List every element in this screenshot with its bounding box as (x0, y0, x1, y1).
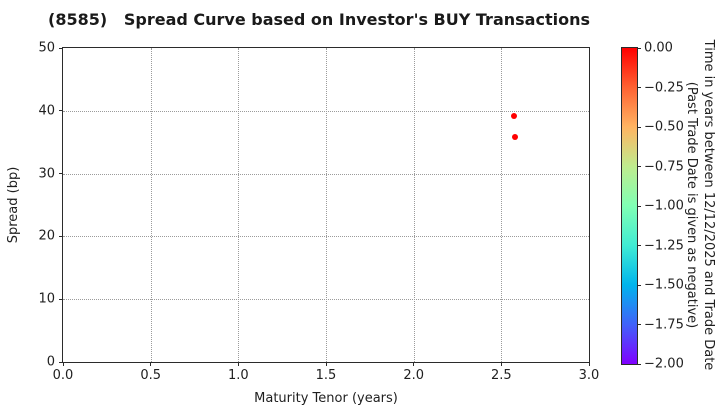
x-tick-mark (62, 362, 64, 366)
colorbar-tick-mark (637, 324, 641, 325)
colorbar-label-line1: Time in years between 12/12/2025 and Tra… (701, 39, 716, 371)
colorbar-tick-label: −0.25 (644, 80, 684, 95)
x-tick-mark (325, 362, 327, 366)
x-gridline (501, 48, 503, 362)
colorbar-tick-mark (637, 284, 641, 286)
colorbar-tick-label: −0.75 (644, 159, 684, 174)
y-gridline (63, 110, 589, 112)
colorbar-tick-label: −2.00 (644, 356, 684, 372)
y-tick-mark (59, 361, 63, 363)
x-tick-mark (150, 362, 152, 366)
x-tick-label: 2.0 (403, 368, 424, 383)
x-tick-label: 1.5 (315, 368, 337, 383)
y-gridline (63, 173, 589, 175)
colorbar-tick-mark (637, 205, 641, 207)
colorbar-tick-label: −0.50 (644, 119, 684, 135)
y-tick-label: 10 (38, 291, 55, 307)
x-tick-label: 1.0 (227, 368, 249, 383)
y-tick-label: 0 (46, 354, 55, 370)
plot-area: 0.0 0.5 1.0 1.5 2.0 2.5 3.0 0 10 20 30 40 50 (38, 41, 599, 384)
y-tick-label: 50 (38, 40, 55, 56)
y-tick-mark (59, 235, 63, 237)
x-gridline (326, 48, 327, 362)
colorbar-tick-mark (637, 126, 641, 128)
y-gridline (63, 299, 589, 301)
colorbar-tick-mark (637, 166, 641, 167)
x-tick-label: 3.0 (578, 368, 600, 383)
colorbar: 0.00 −0.25 −0.50 −0.75 −1.00 −1.25 −1.50 −1.75 −… (621, 41, 684, 372)
x-tick-label: 0.5 (140, 368, 161, 383)
x-gridline (413, 48, 415, 362)
y-tick-label: 40 (38, 103, 55, 119)
x-tick-mark (237, 362, 239, 366)
scatter-point (512, 134, 519, 141)
y-axis-label: Spread (bp) (6, 166, 21, 244)
y-tick-label: 30 (38, 166, 55, 182)
x-axis-label: Maturity Tenor (years) (254, 391, 398, 406)
colorbar-gradient (622, 48, 637, 364)
colorbar-tick-label: −1.00 (644, 198, 684, 214)
y-tick-mark (59, 173, 63, 175)
colorbar-tick-label: −1.50 (644, 277, 684, 293)
x-tick-label: 0.0 (52, 368, 74, 383)
x-tick-mark (500, 362, 502, 366)
x-tick-mark (588, 362, 590, 366)
colorbar-tick-label: −1.25 (644, 238, 684, 253)
y-tick-label: 20 (38, 228, 55, 244)
colorbar-label-line2: (Past Trade Date is given as negative) (684, 81, 699, 329)
y-tick-mark (59, 47, 63, 49)
x-gridline (150, 48, 152, 362)
scatter-point (510, 113, 517, 120)
colorbar-tick-mark (637, 363, 641, 365)
colorbar-tick-mark (637, 47, 641, 49)
y-tick-mark (59, 298, 63, 300)
x-gridline (238, 48, 240, 362)
colorbar-tick-label: 0.00 (644, 40, 673, 56)
colorbar-tick-label: −1.75 (644, 317, 684, 332)
colorbar-label: Time in years between 12/12/2025 and Tra… (683, 35, 717, 375)
y-tick-mark (59, 110, 63, 112)
y-gridline (63, 236, 589, 238)
colorbar-tick-mark (637, 245, 641, 246)
chart-title: (8585) Spread Curve based on Investor's … (48, 10, 590, 29)
x-tick-mark (413, 362, 415, 366)
colorbar-tick-mark (637, 87, 641, 88)
x-tick-label: 2.5 (490, 368, 512, 383)
